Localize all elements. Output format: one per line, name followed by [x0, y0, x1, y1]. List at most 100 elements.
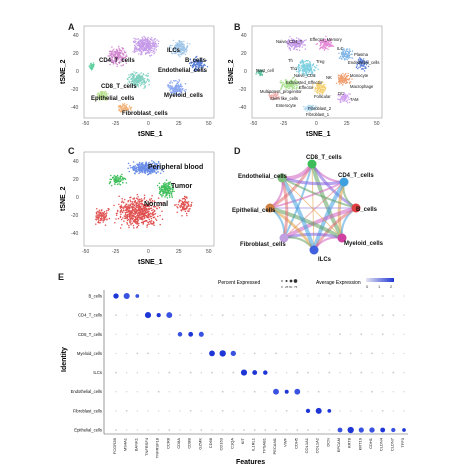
- cell-point: [155, 49, 157, 51]
- cell-point: [298, 73, 300, 75]
- cell-point: [151, 160, 153, 162]
- dot: [350, 333, 352, 335]
- cell-point: [129, 210, 131, 213]
- cell-point: [156, 215, 159, 218]
- dot: [243, 314, 245, 316]
- cell-point: [115, 212, 118, 215]
- cell-point: [129, 218, 131, 220]
- dot: [286, 372, 288, 374]
- cell-point: [118, 55, 120, 57]
- cell-point: [167, 186, 169, 188]
- cell-point: [141, 168, 143, 171]
- cell-point: [112, 53, 114, 55]
- cell-point: [98, 219, 100, 221]
- cell-point: [314, 90, 316, 92]
- cell-point: [139, 170, 141, 172]
- cell-point: [203, 63, 206, 66]
- cell-point: [291, 42, 294, 44]
- y-tick: 40: [73, 33, 79, 39]
- cell-point: [134, 173, 136, 175]
- cell-point: [158, 206, 161, 209]
- cell-point: [103, 91, 105, 93]
- cell-point: [172, 90, 175, 92]
- cell-point: [151, 45, 153, 47]
- cell-point: [149, 54, 151, 57]
- feature-label: CD68: [208, 437, 213, 448]
- cell-point: [115, 56, 117, 58]
- cell-point: [162, 168, 165, 170]
- cell-point: [115, 176, 118, 178]
- cell-point: [316, 91, 318, 94]
- panel-c: C 40 20 0 -20 -40 -50 -25 0 25 50 tSNE_1…: [58, 146, 218, 268]
- cell-point: [88, 65, 90, 68]
- y-tick: 20: [73, 177, 79, 183]
- cell-point: [180, 209, 182, 212]
- cluster-label: Multipotent_progenitor: [260, 89, 302, 94]
- cell-point: [180, 200, 182, 202]
- cell-point: [134, 74, 136, 76]
- dot: [115, 391, 117, 393]
- cluster-label: Myeloid_cells: [164, 93, 204, 99]
- cell-point: [307, 72, 310, 74]
- cell-point: [317, 68, 319, 70]
- cell-point: [143, 35, 145, 38]
- cell-point: [347, 98, 349, 101]
- cell-point: [307, 68, 309, 71]
- dot: [392, 333, 394, 335]
- cell-point: [323, 42, 326, 44]
- feature-label: DCN: [325, 438, 330, 447]
- dot: [200, 372, 202, 374]
- cell-point: [255, 73, 257, 75]
- cell-point: [307, 104, 309, 107]
- cell-point: [115, 218, 117, 220]
- cell-point: [322, 84, 325, 86]
- cell-point: [173, 48, 175, 51]
- cell-point: [273, 97, 275, 100]
- cell-point: [348, 81, 351, 84]
- dot: [179, 391, 181, 393]
- cell-point: [118, 181, 121, 183]
- cell-point: [131, 214, 134, 216]
- cell-point: [142, 40, 144, 42]
- cell-point: [121, 201, 123, 204]
- cell-point: [127, 109, 129, 111]
- cell-point: [188, 205, 190, 208]
- cell-point: [186, 205, 189, 208]
- cell-point: [149, 50, 151, 52]
- legend-avg-title: Average Expression: [316, 280, 361, 286]
- cell-point: [97, 220, 100, 223]
- cell-point: [174, 91, 176, 93]
- cell-point: [121, 200, 124, 202]
- cell-point: [152, 170, 154, 172]
- cell-point: [165, 183, 168, 185]
- cell-point: [131, 208, 134, 210]
- feature-label: CLDN7: [389, 437, 394, 451]
- cell-point: [140, 81, 143, 84]
- cell-point: [122, 176, 124, 179]
- cell-point: [111, 46, 113, 48]
- cell-point: [129, 221, 131, 223]
- cell-point: [117, 176, 119, 179]
- cell-point: [135, 49, 138, 51]
- network-node: [339, 177, 349, 187]
- cell-point: [98, 93, 100, 95]
- cell-point: [103, 98, 106, 100]
- network-node: [309, 245, 319, 255]
- dot: [126, 391, 128, 393]
- cell-point: [124, 57, 126, 59]
- cell-point: [153, 49, 155, 51]
- dot: [147, 429, 149, 431]
- cell-point: [138, 166, 140, 168]
- cell-point: [119, 180, 122, 183]
- cell-point: [134, 165, 136, 168]
- cell-point: [149, 52, 151, 54]
- cell-point: [173, 80, 175, 82]
- cell-point: [116, 65, 118, 68]
- legend-pct-tick: 25: [285, 285, 289, 289]
- cell-point: [150, 204, 153, 207]
- cell-point: [188, 62, 191, 65]
- cell-point: [100, 219, 102, 222]
- cell-point: [140, 72, 142, 74]
- cell-point: [111, 50, 113, 53]
- cell-point: [149, 43, 151, 45]
